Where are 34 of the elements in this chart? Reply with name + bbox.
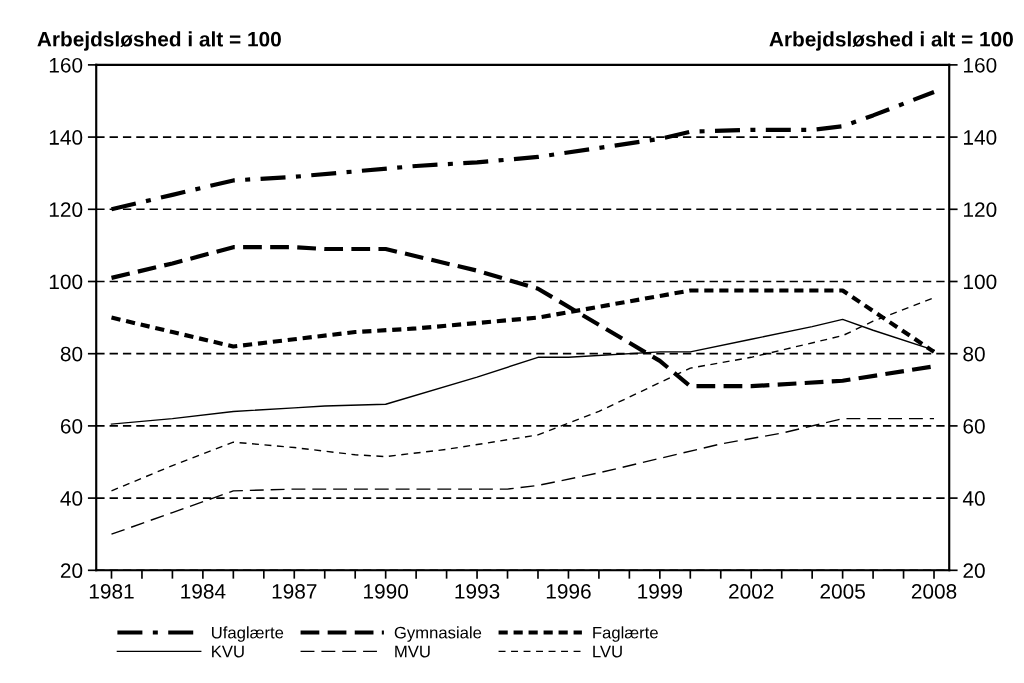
- y-tick-label: 80: [60, 346, 83, 362]
- y2-tick-label: 80: [963, 346, 985, 362]
- y-tick-label: 100: [49, 274, 83, 290]
- legend-label: KVU: [212, 645, 244, 658]
- x-tick-label: 1993: [455, 584, 500, 599]
- y-tick-label: 160: [49, 57, 83, 73]
- legend-label: LVU: [593, 645, 622, 658]
- legend-label: Ufaglærte: [212, 626, 284, 642]
- y-tick-label: 140: [49, 130, 83, 145]
- legend-label: Faglærte: [593, 626, 658, 642]
- x-tick-label: 1984: [181, 584, 226, 599]
- y-tick-label: 120: [49, 202, 83, 218]
- y2-axis-title: Arbejdsløshed i alt = 100: [769, 31, 1013, 51]
- y2-tick-label: 60: [963, 418, 985, 434]
- y2-tick-label: 40: [962, 491, 985, 506]
- y2-tick-label: 160: [964, 57, 997, 73]
- y-tick-label: 60: [60, 418, 83, 434]
- y2-tick-label: 100: [964, 274, 997, 290]
- x-tick-label: 2005: [820, 584, 865, 599]
- x-tick-label: 2008: [911, 584, 957, 599]
- y-axis-title: Arbejdsløshed i alt = 100: [37, 31, 281, 51]
- y2-tick-label: 120: [964, 202, 997, 218]
- x-tick-label: 1990: [364, 584, 409, 599]
- y-tick-label: 40: [60, 491, 83, 506]
- y2-tick-label: 140: [964, 130, 997, 145]
- y-tick-label: 20: [60, 563, 83, 579]
- legend-label: Gymnasiale: [394, 626, 482, 642]
- x-tick-label: 1981: [89, 584, 134, 599]
- x-tick-label: 1987: [272, 584, 317, 599]
- y2-tick-label: 20: [963, 563, 985, 579]
- legend-label: MVU: [395, 645, 430, 658]
- x-tick-label: 1999: [638, 584, 683, 599]
- x-tick-label: 2002: [729, 584, 774, 599]
- x-tick-label: 1996: [546, 584, 591, 599]
